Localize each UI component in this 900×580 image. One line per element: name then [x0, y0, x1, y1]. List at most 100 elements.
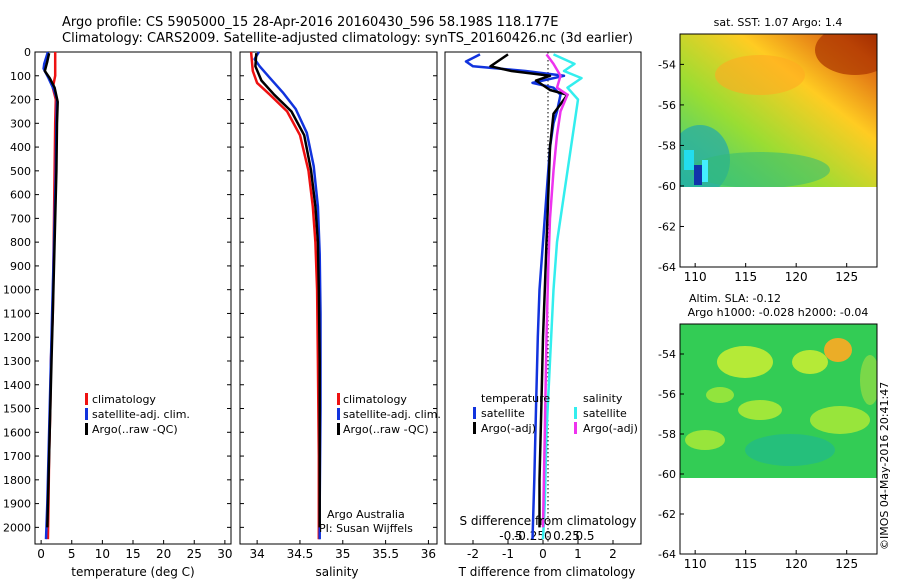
sst-warm-patch: [815, 34, 877, 75]
legend-label-argo: Argo(..raw -QC): [92, 423, 178, 436]
series-line-argo-raw-qc: [43, 52, 59, 528]
salinity-lines: [249, 51, 322, 540]
legend-label-temp-argo: Argo(-adj): [481, 422, 536, 435]
sla-negative-anomaly: [745, 434, 835, 466]
y-tick-label: 300: [10, 117, 31, 130]
temperature-lines: [42, 51, 59, 540]
figure-title-line2: Climatology: CARS2009. Satellite-adjuste…: [62, 31, 633, 46]
temperature-axes-frame: [34, 51, 232, 545]
sla-heatmap: [680, 324, 877, 478]
x-tick-label: 35: [335, 547, 350, 561]
legend-label-satellite: satellite-adj. clim.: [343, 408, 441, 421]
y-tick-label: 0: [24, 46, 31, 59]
map-x-tick-label: 125: [835, 557, 858, 571]
legend-swatch-sal-argo: [574, 422, 577, 434]
temperature-x-ticks: 0 5 10 15 20 25 30: [37, 540, 233, 561]
map-y-tick-label: -58: [658, 428, 676, 441]
map-y-tick-label: -64: [658, 261, 676, 274]
legend-title-salinity: salinity: [583, 392, 623, 405]
sst-no-data-area: [680, 187, 877, 267]
sst-cold-cell: [702, 160, 708, 182]
x-tick-label: 35.5: [372, 547, 399, 561]
sla-positive-anomaly: [824, 338, 852, 362]
map-x-tick-label: 120: [785, 270, 808, 284]
temperature-x-label: temperature (deg C): [71, 565, 194, 579]
x-tick-label: 2: [609, 547, 617, 561]
sla-no-data-area: [680, 478, 877, 554]
sst-map-title: sat. SST: 1.07 Argo: 1.4: [714, 16, 843, 29]
y-tick-label: 200: [10, 94, 31, 107]
y-tick-label: 900: [10, 260, 31, 273]
sst-cool-patch: [690, 152, 830, 187]
sla-positive-anomaly: [706, 387, 734, 403]
map-x-tick-label: 125: [835, 270, 858, 284]
map-x-tick-label: 120: [785, 557, 808, 571]
sla-positive-anomaly: [792, 350, 828, 374]
difference-x-label: T difference from climatology: [458, 565, 636, 579]
x-tick-label: -2: [467, 547, 479, 561]
y-tick-label: 1500: [3, 403, 31, 416]
temperature-y-ticks: 0 100 200 300 400 500 600 700 800 900 1000 1100 1200…: [3, 46, 231, 534]
x-tick-label: 25: [187, 547, 202, 561]
y-tick-label: 1600: [3, 426, 31, 439]
salinity-y-ticks: [240, 51, 437, 528]
legend-label-satellite: satellite-adj. clim.: [92, 408, 190, 421]
difference-x-ticks: -2 -1 0 1 2: [467, 540, 617, 561]
salinity-panel: 34 34.5 35 35.5 36 salinity climatology sate…: [239, 51, 441, 579]
sst-map-panel: sat. SST: 1.07 Argo: 1.4 110 115 120 125 -54…: [658, 16, 878, 284]
top-tick-label: 0.25: [553, 529, 580, 543]
legend-swatch-climatology: [85, 393, 88, 405]
temperature-panel: 0100200300400500600700800900100011001200…: [3, 46, 233, 579]
y-tick-label: 600: [10, 189, 31, 202]
top-tick-label: -0.25: [514, 529, 545, 543]
sst-warm-patch: [715, 55, 805, 95]
y-tick-label: 1300: [3, 355, 31, 368]
y-tick-label: 1700: [3, 450, 31, 463]
legend-label-sal-argo: Argo(-adj): [583, 422, 638, 435]
salinity-x-label: salinity: [315, 565, 358, 579]
y-tick-label: 700: [10, 212, 31, 225]
map-x-tick-label: 110: [684, 557, 707, 571]
map-y-tick-label: -60: [658, 468, 676, 481]
sla-map-subtitle: Argo h1000: -0.028 h2000: -0.04: [688, 306, 869, 319]
sla-positive-anomaly: [717, 346, 773, 378]
sla-positive-anomaly: [738, 400, 782, 420]
series-line-argo-raw-qc: [254, 53, 321, 528]
x-tick-label: 10: [95, 547, 110, 561]
series-line-climatology: [249, 51, 321, 540]
y-tick-label: 1400: [3, 379, 31, 392]
y-tick-label: 500: [10, 165, 31, 178]
x-tick-label: 34: [249, 547, 264, 561]
map-y-tick-label: -62: [658, 508, 676, 521]
x-tick-label: 34.5: [287, 547, 314, 561]
imos-timestamp: ©IMOS 04-May-2016 20:41:47: [878, 382, 891, 550]
legend-label-sal-satellite: satellite: [583, 407, 627, 420]
top-tick-label: 0: [544, 529, 552, 543]
difference-top-label: S difference from climatology: [460, 514, 637, 528]
sst-cold-cell: [694, 165, 702, 185]
sla-negative-anomaly: [860, 355, 877, 405]
legend-label-argo: Argo(..raw -QC): [343, 423, 429, 436]
temperature-legend: climatology satellite-adj. clim. Argo(..…: [85, 393, 190, 436]
salinity-axes-frame: [239, 51, 438, 545]
sla-axes-frame: [679, 323, 878, 555]
map-y-tick-label: -58: [658, 139, 676, 152]
salinity-x-ticks: 34 34.5 35 35.5 36: [249, 540, 436, 561]
legend-swatch-temp-satellite: [473, 407, 476, 419]
sla-map-panel: Altim. SLA: -0.12 Argo h1000: -0.028 h20…: [658, 292, 878, 571]
sst-ticks: 110 115 120 125 -54 -56 -58 -60 -62 -64: [658, 58, 858, 284]
difference-top-ticks: -0.5-0.25 0 0.250.5: [499, 529, 594, 543]
y-tick-label: 800: [10, 236, 31, 249]
x-tick-label: 36: [421, 547, 436, 561]
x-tick-label: 20: [156, 547, 171, 561]
legend-swatch-climatology: [337, 393, 340, 405]
map-y-tick-label: -56: [658, 388, 676, 401]
x-tick-label: 15: [125, 547, 140, 561]
figure-title-line1: Argo profile: CS 5905000_15 28-Apr-2016 …: [62, 15, 558, 30]
sla-ticks: 110 115 120 125 -54 -56 -58 -60 -62 -64: [658, 348, 858, 571]
top-tick-label: 0.5: [575, 529, 594, 543]
y-tick-label: 1000: [3, 284, 31, 297]
legend-swatch-argo: [337, 423, 340, 435]
legend-label-climatology: climatology: [92, 393, 156, 406]
difference-lines: [464, 53, 583, 540]
